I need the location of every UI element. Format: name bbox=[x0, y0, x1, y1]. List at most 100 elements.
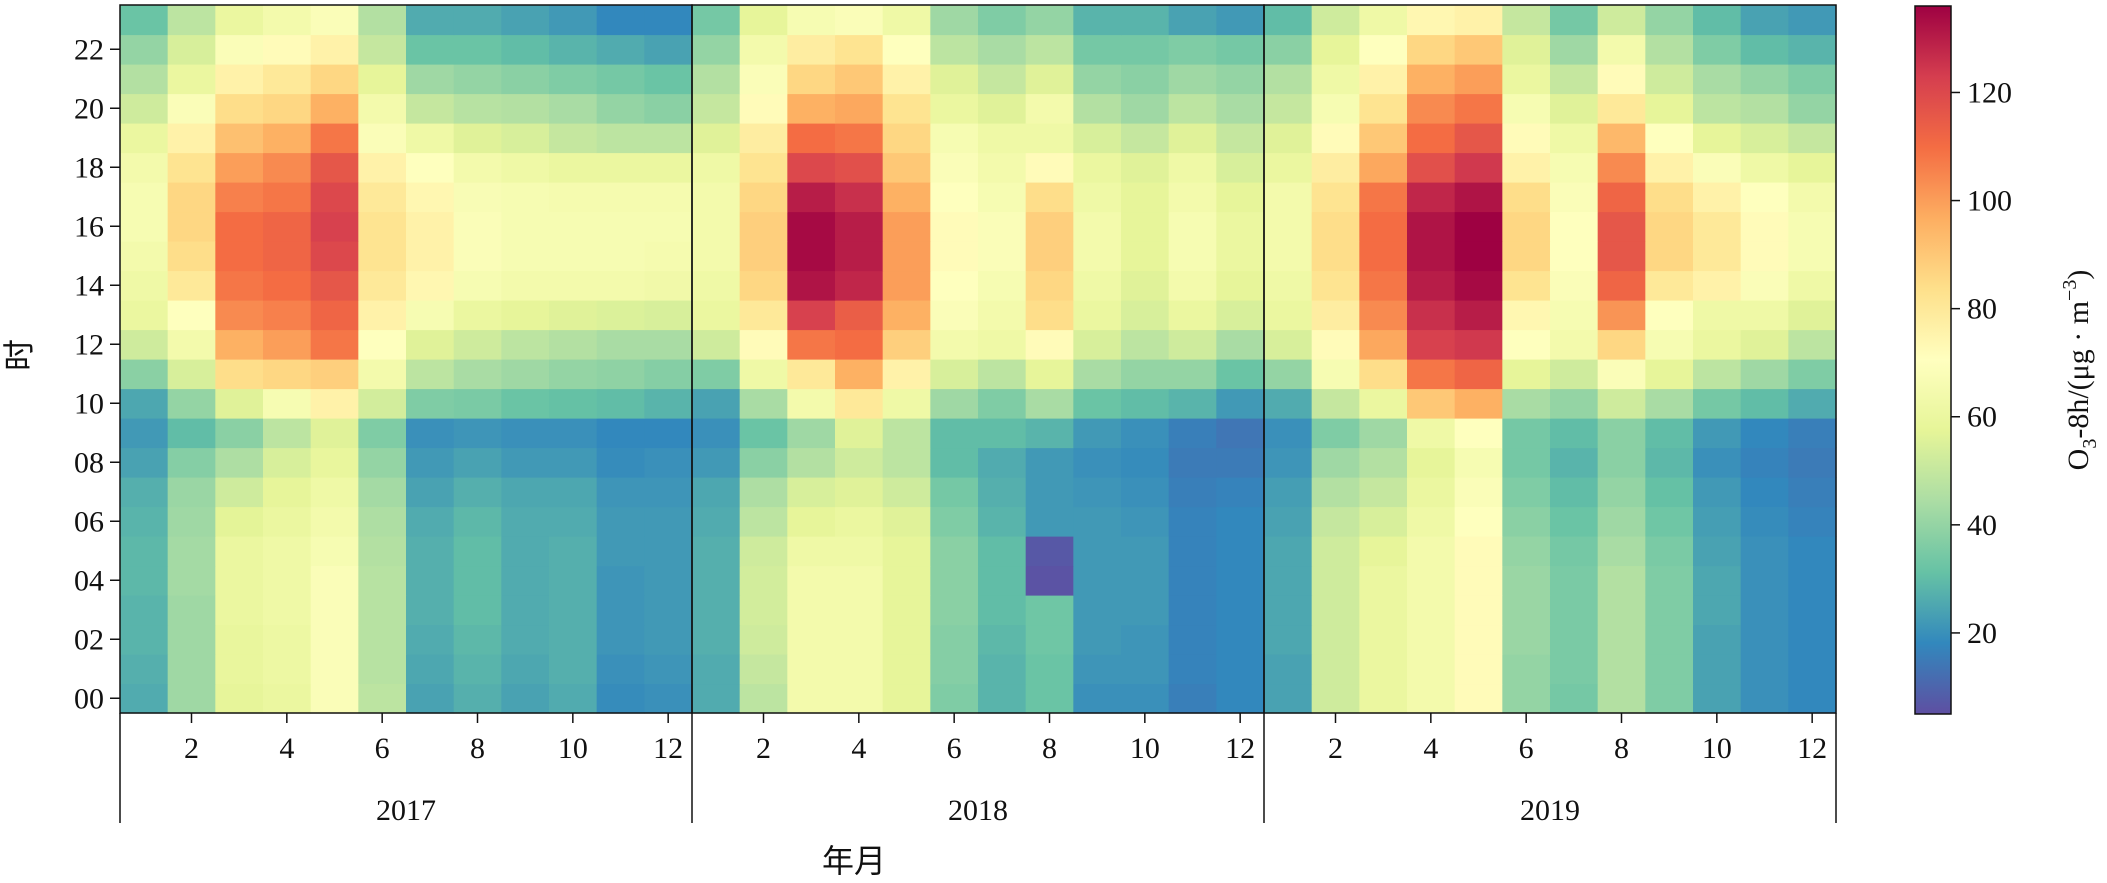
heat-cell bbox=[358, 536, 407, 567]
heat-cell bbox=[1502, 506, 1551, 537]
heat-cell bbox=[1168, 5, 1217, 36]
heat-cell bbox=[1454, 477, 1503, 508]
heat-cell bbox=[1454, 595, 1503, 626]
heat-cell bbox=[1454, 93, 1503, 124]
heat-cell bbox=[453, 300, 502, 331]
heat-cell bbox=[406, 123, 455, 154]
x-tick-label: 2 bbox=[1328, 732, 1343, 765]
heat-cell bbox=[978, 152, 1027, 183]
heat-cell bbox=[1788, 536, 1837, 567]
heat-cell bbox=[1407, 270, 1456, 301]
colorbar-title-base: O bbox=[2062, 449, 2095, 471]
heat-cell bbox=[549, 683, 598, 714]
heat-cell bbox=[644, 64, 693, 95]
heat-cell bbox=[1502, 5, 1551, 36]
heat-cell bbox=[1550, 447, 1599, 478]
heat-cell bbox=[596, 64, 645, 95]
heat-cell bbox=[549, 211, 598, 242]
year-label-2017: 2017 bbox=[376, 794, 436, 827]
heat-cell bbox=[263, 447, 312, 478]
heat-cell bbox=[692, 359, 741, 390]
heat-cell bbox=[1216, 565, 1265, 596]
heat-cell bbox=[1645, 34, 1694, 65]
heat-cell bbox=[1264, 388, 1313, 419]
heat-cell bbox=[1407, 447, 1456, 478]
heat-cell bbox=[1645, 152, 1694, 183]
heat-cell bbox=[406, 447, 455, 478]
heat-cell bbox=[1264, 624, 1313, 655]
heat-cell bbox=[1645, 506, 1694, 537]
heat-cell bbox=[549, 388, 598, 419]
heat-cell bbox=[978, 506, 1027, 537]
heat-cell bbox=[1216, 270, 1265, 301]
heat-cell bbox=[1693, 211, 1742, 242]
heat-cell bbox=[1121, 506, 1170, 537]
heat-cell bbox=[1597, 683, 1646, 714]
heat-cell bbox=[835, 5, 884, 36]
heat-cell bbox=[1788, 152, 1837, 183]
heat-cell bbox=[1502, 64, 1551, 95]
heat-cell bbox=[406, 93, 455, 124]
heat-cell bbox=[453, 536, 502, 567]
heat-cell bbox=[120, 506, 169, 537]
heat-cell bbox=[215, 565, 264, 596]
heat-cell bbox=[358, 241, 407, 272]
heat-cell bbox=[453, 34, 502, 65]
heat-cell bbox=[1645, 388, 1694, 419]
heat-cell bbox=[215, 152, 264, 183]
colorbar-gradient bbox=[1914, 5, 1952, 715]
heat-cell bbox=[1502, 329, 1551, 360]
heat-cell bbox=[215, 654, 264, 685]
heat-cell bbox=[1264, 683, 1313, 714]
heat-cell bbox=[1264, 241, 1313, 272]
heat-cell bbox=[549, 152, 598, 183]
heat-cell bbox=[739, 447, 788, 478]
heat-cell bbox=[215, 477, 264, 508]
heat-cell bbox=[1264, 447, 1313, 478]
heat-cell bbox=[1693, 418, 1742, 449]
heat-cell bbox=[644, 654, 693, 685]
heat-cell bbox=[644, 683, 693, 714]
heat-cell bbox=[358, 388, 407, 419]
heat-cell bbox=[1597, 34, 1646, 65]
heat-cell bbox=[1264, 152, 1313, 183]
heat-cell bbox=[930, 152, 979, 183]
heat-cell bbox=[835, 123, 884, 154]
heat-cell bbox=[1502, 536, 1551, 567]
heat-cell bbox=[310, 34, 359, 65]
heat-cell bbox=[453, 241, 502, 272]
heat-cell bbox=[549, 34, 598, 65]
heat-cell bbox=[1788, 93, 1837, 124]
heat-cell bbox=[501, 64, 550, 95]
heat-cell bbox=[1502, 654, 1551, 685]
heat-cell bbox=[1597, 536, 1646, 567]
heat-cell bbox=[549, 595, 598, 626]
heat-cell bbox=[167, 93, 216, 124]
heat-cell bbox=[1788, 211, 1837, 242]
heat-cell bbox=[358, 64, 407, 95]
heat-cell bbox=[1597, 64, 1646, 95]
heat-cell bbox=[1073, 506, 1122, 537]
colorbar-title: O3-8h/(μg · m−3) bbox=[2059, 270, 2101, 471]
heat-cell bbox=[1168, 123, 1217, 154]
heat-cell bbox=[930, 595, 979, 626]
heat-cell bbox=[167, 388, 216, 419]
heat-cell bbox=[1073, 182, 1122, 213]
heat-cell bbox=[835, 182, 884, 213]
heat-cell bbox=[1550, 477, 1599, 508]
heat-cell bbox=[1025, 182, 1074, 213]
heat-cell bbox=[1740, 536, 1789, 567]
heat-cell bbox=[1359, 5, 1408, 36]
heat-cell bbox=[1168, 182, 1217, 213]
heat-cell bbox=[549, 565, 598, 596]
heat-cell bbox=[310, 595, 359, 626]
heat-cell bbox=[739, 359, 788, 390]
x-tick-label: 4 bbox=[279, 732, 294, 765]
colorbar-title-end: ) bbox=[2062, 270, 2095, 280]
heat-cell bbox=[167, 241, 216, 272]
heat-cell bbox=[835, 388, 884, 419]
heat-cell bbox=[453, 93, 502, 124]
heat-cell bbox=[1359, 64, 1408, 95]
heat-cell bbox=[692, 654, 741, 685]
heat-cell bbox=[501, 595, 550, 626]
